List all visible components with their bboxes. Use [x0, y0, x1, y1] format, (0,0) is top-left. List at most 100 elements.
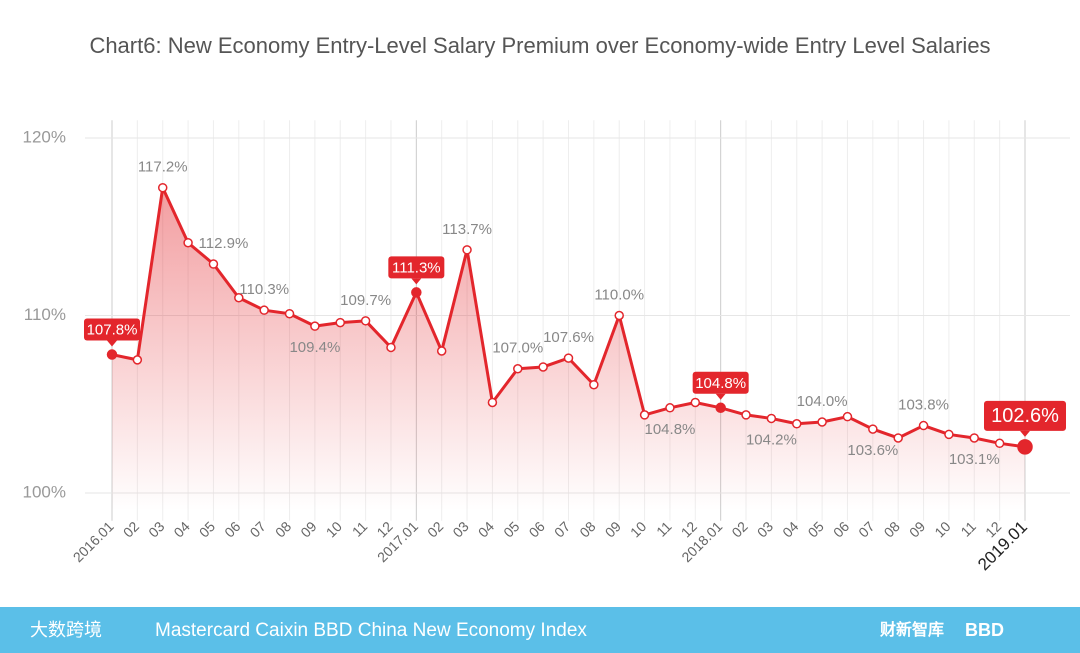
x-tick-label: 10 [627, 518, 649, 540]
x-tick-label: 06 [830, 518, 852, 540]
data-label: 113.7% [442, 221, 492, 238]
footer-logo: 大数跨境 [30, 620, 102, 640]
x-tick-label: 11 [653, 518, 675, 540]
marker [513, 364, 523, 374]
x-tick-label: 05 [500, 518, 522, 540]
footer-band [0, 607, 1080, 653]
x-tick-label: 07 [551, 518, 573, 540]
area [112, 187, 1025, 511]
data-label: 112.9% [199, 235, 249, 252]
x-tick-label: 06 [526, 518, 548, 540]
marker [462, 245, 472, 255]
data-label: 107.0% [492, 340, 543, 357]
marker [690, 397, 701, 408]
marker [284, 308, 295, 319]
x-tick-label: 11 [349, 518, 371, 540]
x-tick-label: 11 [957, 518, 979, 540]
x-tick-label: 03 [449, 518, 471, 540]
marker [715, 402, 726, 414]
y-tick-label: 110% [24, 305, 66, 324]
marker [132, 355, 143, 365]
x-tick-label: 02 [728, 518, 750, 540]
marker [817, 417, 827, 427]
data-label: 102.6% [991, 405, 1059, 427]
chart-title: Chart6: New Economy Entry-Level Salary P… [89, 33, 990, 58]
marker [1017, 439, 1033, 455]
marker [538, 362, 548, 372]
x-tick-label: 09 [602, 518, 624, 540]
marker [487, 397, 498, 408]
marker [842, 411, 853, 422]
data-label: 104.0% [797, 393, 848, 410]
marker [563, 353, 574, 363]
marker [411, 287, 422, 298]
x-tick-label: 07 [855, 518, 877, 540]
label-box [984, 400, 1066, 431]
x-tick-label: 10 [931, 518, 953, 540]
x-tick-label: 03 [145, 518, 167, 540]
x-tick-label: 02 [120, 518, 142, 540]
data-label: 107.6% [543, 329, 594, 346]
label-box [388, 256, 445, 279]
marker [360, 316, 371, 326]
x-tick-label: 08 [881, 518, 903, 540]
x-tick-label: 09 [906, 518, 928, 540]
marker [741, 410, 751, 420]
marker [994, 438, 1005, 449]
data-label: 104.8% [645, 421, 696, 438]
footer-partner: 财新智库 [879, 620, 944, 639]
marker [868, 424, 878, 434]
x-tick-label: 02 [424, 518, 446, 540]
marker [234, 293, 244, 303]
label-pointer [715, 393, 726, 400]
x-tick-label: 07 [247, 518, 269, 540]
y-tick-label: 100% [23, 482, 66, 501]
x-tick-label: 05 [805, 518, 827, 540]
marker [436, 346, 447, 356]
x-tick-label: 04 [170, 518, 192, 540]
data-label: 107.8% [87, 322, 138, 339]
data-label: 103.6% [847, 442, 898, 459]
footer-text: Mastercard Caixin BBD China New Economy … [155, 620, 587, 641]
label-pointer [107, 340, 117, 347]
data-label: 103.1% [949, 451, 1000, 468]
x-tick-label: 05 [196, 518, 218, 540]
label-box [692, 371, 749, 394]
x-tick-label: 08 [576, 518, 598, 540]
marker [157, 182, 168, 193]
marker [310, 321, 320, 331]
marker [208, 259, 219, 269]
marker [944, 429, 954, 440]
marker [614, 310, 624, 321]
label-pointer [1020, 430, 1030, 437]
marker [259, 305, 269, 315]
marker [183, 237, 193, 248]
footer-partner: BBD [965, 620, 1004, 640]
label-box [84, 318, 140, 341]
data-label: 109.4% [289, 339, 340, 356]
data-label: 104.2% [746, 431, 797, 448]
x-tick-label: 04 [779, 518, 801, 540]
data-label: 117.2% [138, 159, 188, 176]
marker [335, 317, 345, 328]
x-tick-label: 10 [323, 518, 345, 540]
data-label: 110.0% [594, 286, 644, 303]
y-tick-label: 120% [23, 127, 66, 146]
x-tick-label: 2019.01 [974, 517, 1031, 574]
marker [386, 342, 396, 353]
marker [918, 420, 929, 431]
marker [106, 349, 118, 360]
marker [665, 403, 675, 413]
x-tick-label: 09 [297, 518, 319, 540]
data-label: 103.8% [898, 397, 949, 414]
x-tick-label: 2016.01 [70, 518, 117, 565]
label-pointer [411, 278, 422, 285]
marker [639, 410, 650, 420]
data-label: 104.8% [695, 375, 746, 392]
data-label: 111.3% [392, 259, 441, 276]
x-tick-label: 03 [754, 518, 776, 540]
x-tick-label: 06 [221, 518, 243, 540]
marker [969, 433, 980, 443]
marker [893, 433, 903, 443]
x-tick-label: 08 [272, 518, 294, 540]
